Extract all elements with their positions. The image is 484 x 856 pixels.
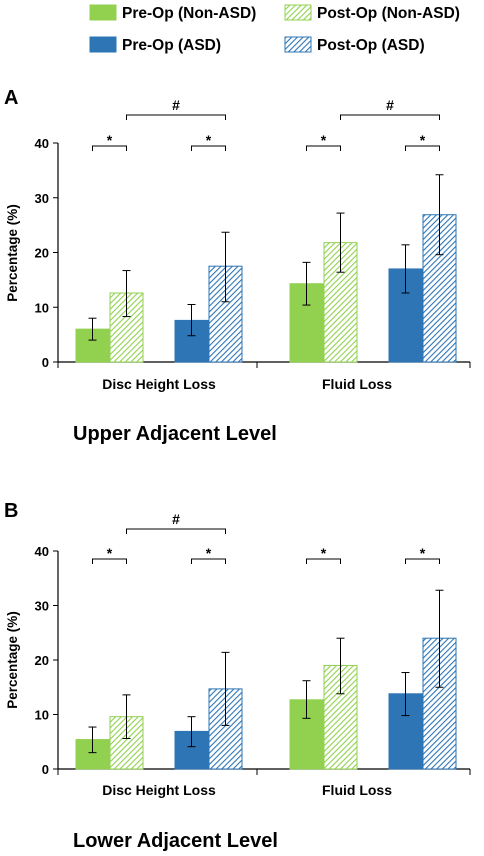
y-tick-label: 0	[42, 355, 49, 370]
significance-bracket	[191, 558, 226, 564]
significance-bracket	[405, 558, 440, 564]
y-tick-label: 10	[35, 708, 49, 723]
category-label: Disc Height Loss	[102, 782, 216, 798]
y-tick-label: 20	[35, 246, 49, 261]
legend-item: Post-Op (ASD)	[284, 36, 425, 54]
significance-marker: #	[172, 97, 180, 113]
category-label: Disc Height Loss	[102, 376, 216, 392]
panel-letter: A	[4, 87, 18, 109]
y-tick-label: 30	[35, 599, 49, 614]
y-tick-label: 0	[42, 762, 49, 777]
legend-label: Pre-Op (Non-ASD)	[122, 5, 256, 22]
significance-marker: *	[107, 545, 113, 561]
legend-label: Post-Op (Non-ASD)	[317, 5, 460, 22]
legend-swatch	[89, 4, 117, 21]
significance-marker: *	[206, 132, 212, 148]
significance-marker: #	[386, 97, 394, 113]
legend-swatch	[284, 36, 312, 53]
significance-marker: *	[206, 545, 212, 561]
significance-marker: *	[321, 545, 327, 561]
y-tick-label: 40	[35, 136, 49, 151]
y-tick-label: 40	[35, 544, 49, 559]
significance-bracket	[191, 145, 226, 151]
significance-marker: *	[420, 545, 426, 561]
significance-marker: #	[172, 511, 180, 527]
significance-marker: *	[107, 132, 113, 148]
y-axis-title: Percentage (%)	[5, 611, 20, 709]
legend-label: Pre-Op (ASD)	[122, 37, 221, 54]
significance-bracket	[340, 114, 440, 120]
panel-subtitle: Lower Adjacent Level	[73, 830, 278, 852]
bar	[208, 265, 243, 363]
legend-label: Post-Op (ASD)	[317, 37, 425, 54]
bar	[289, 283, 324, 363]
significance-bracket	[306, 145, 341, 151]
significance-bracket	[126, 114, 226, 120]
category-label: Fluid Loss	[322, 782, 392, 798]
significance-bracket	[126, 528, 226, 534]
bar	[109, 292, 144, 363]
y-tick-label: 30	[35, 191, 49, 206]
legend: Pre-Op (Non-ASD) Post-Op (Non-ASD) Pre-O…	[89, 4, 460, 54]
chart-panel-a: A Percentage (%) Upper Adjacent Level 0 1…	[4, 87, 471, 445]
legend-item: Pre-Op (ASD)	[89, 36, 221, 54]
significance-marker: *	[420, 132, 426, 148]
chart-panel-b: B Percentage (%) Lower Adjacent Level 0 1…	[4, 500, 471, 852]
category-label: Fluid Loss	[322, 376, 392, 392]
legend-swatch	[284, 4, 312, 21]
legend-swatch	[89, 36, 117, 53]
significance-bracket	[92, 558, 127, 564]
significance-bracket	[92, 145, 127, 151]
panel-letter: B	[4, 500, 18, 522]
significance-bracket	[306, 558, 341, 564]
y-tick-label: 10	[35, 300, 49, 315]
y-axis-title: Percentage (%)	[5, 204, 20, 302]
y-tick-label: 20	[35, 653, 49, 668]
significance-marker: *	[321, 132, 327, 148]
legend-item: Post-Op (Non-ASD)	[284, 4, 460, 22]
panel-subtitle: Upper Adjacent Level	[73, 423, 277, 445]
significance-bracket	[405, 145, 440, 151]
legend-item: Pre-Op (Non-ASD)	[89, 4, 256, 22]
